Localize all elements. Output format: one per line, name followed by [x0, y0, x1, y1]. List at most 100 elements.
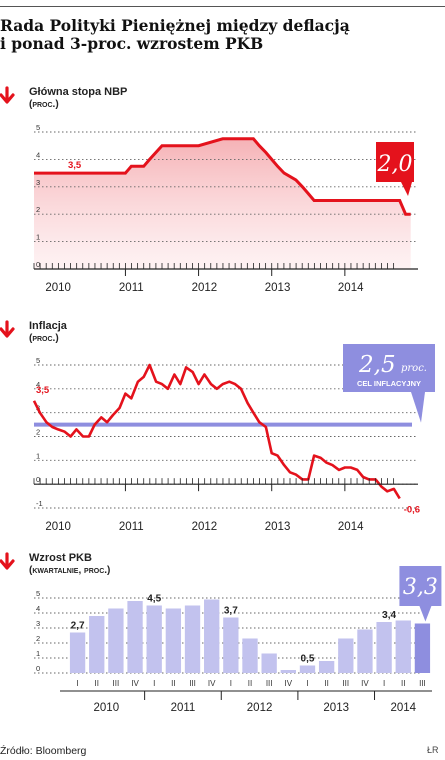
- rate-y-tick-label: 0: [36, 260, 40, 269]
- inflation-callout-box: [343, 344, 435, 392]
- inflation-x-tick-label: 2014: [338, 521, 364, 533]
- inflation-y-tick-label: -1: [36, 499, 43, 508]
- gdp-bar: [108, 608, 124, 673]
- gdp-bar: [165, 608, 182, 673]
- rate-callout-value: 2,0: [377, 152, 413, 177]
- gdp-subtitle: (kwartalnie, proc.): [29, 565, 110, 576]
- gdp-quarter-label: I: [306, 679, 308, 688]
- gdp-bar: [89, 616, 105, 673]
- arrow-down-icon: [0, 552, 15, 570]
- gdp-y-tick-label: 3: [36, 619, 40, 628]
- inflation-callout-value: 2,5: [358, 352, 396, 378]
- rate-y-tick-label: 4: [36, 150, 40, 159]
- gdp-bar: [242, 638, 258, 673]
- arrow-down-icon: [0, 320, 15, 338]
- gdp-bar: [184, 605, 201, 673]
- gdp-quarter-label: III: [113, 679, 120, 688]
- inflation-y-tick-label: 5: [36, 356, 40, 365]
- gdp-quarter-label: I: [76, 679, 78, 688]
- inflation-callout-pointer: [411, 392, 425, 423]
- rate-x-tick-label: 2013: [265, 282, 291, 294]
- gdp-year-label: 2011: [171, 702, 196, 714]
- gdp-callout-value: 3,3: [403, 575, 438, 600]
- gdp-bar: [127, 601, 143, 673]
- rate-callout-pointer: [401, 182, 412, 196]
- inflation-callout-subtitle: CEL INFLACYJNY: [357, 379, 421, 388]
- page-title: Rada Polityki Pieniężnej między deflacją…: [0, 17, 445, 53]
- gdp-bar: [357, 629, 373, 673]
- gdp-quarter-label: III: [189, 679, 196, 688]
- inflation-y-tick-label: 0: [36, 475, 40, 484]
- gdp-header: Wzrost PKB(kwartalnie, proc.): [0, 552, 110, 576]
- gdp-quarter-label: IV: [208, 679, 216, 688]
- gdp-callout: 3,3: [399, 566, 442, 622]
- gdp-bar: [204, 599, 220, 673]
- inflation-x-tick-label: 2010: [45, 521, 71, 533]
- gdp-year-label: 2012: [247, 702, 273, 714]
- rate-y-tick-label: 3: [36, 178, 40, 187]
- gdp-data-label: 3,4: [382, 610, 396, 621]
- rate-title: Główna stopa NBP: [29, 86, 127, 98]
- author-credit: ŁR: [427, 745, 439, 755]
- gdp-y-tick-label: 2: [36, 634, 40, 643]
- rate-callout: 2,0: [376, 142, 414, 196]
- gdp-bar: [338, 638, 354, 673]
- gdp-quarter-label: III: [419, 679, 426, 688]
- gdp-bar: [395, 620, 411, 673]
- gdp-quarter-label: III: [342, 679, 349, 688]
- gdp-quarter-label: II: [324, 679, 328, 688]
- gdp-data-label: 3,7: [224, 606, 238, 617]
- inflation-title: Inflacja: [29, 320, 68, 332]
- inflation-x-tick-label: 2011: [119, 521, 144, 533]
- inflation-subtitle: (proc.): [29, 333, 59, 344]
- gdp-bar: [280, 670, 296, 673]
- top-divider: [0, 6, 445, 7]
- gdp-quarter-label: II: [248, 679, 252, 688]
- rate-start-label: 3,5: [68, 160, 82, 171]
- inflation-y-tick-label: 2: [36, 428, 40, 437]
- gdp-bar: [69, 632, 86, 673]
- gdp-quarter-label: II: [95, 679, 99, 688]
- rate-x-axis: 2010 2011 2012 2013 2014: [33, 263, 418, 294]
- rate-x-tick-label: 2010: [45, 282, 71, 294]
- gdp-quarter-label: II: [171, 679, 175, 688]
- gdp-bar: [318, 661, 335, 673]
- rate-y-tick-label: 1: [36, 233, 40, 242]
- gdp-quarter-label: III: [266, 679, 273, 688]
- gdp-quarter-label: I: [230, 679, 232, 688]
- gdp-bar: [299, 665, 316, 673]
- gdp-y-tick-label: 4: [36, 604, 40, 613]
- source-note: Źródło: Bloomberg: [0, 745, 87, 757]
- inflation-y-tick-label: 4: [36, 380, 40, 389]
- gdp-callout-box: [399, 566, 442, 606]
- rate-x-tick-label: 2012: [192, 282, 218, 294]
- gdp-y-tick-label: 1: [36, 649, 40, 658]
- gdp-quarter-label: IV: [131, 679, 139, 688]
- title-line-1: Rada Polityki Pieniężnej między deflacją: [0, 16, 350, 35]
- gdp-quarter-label: IV: [285, 679, 293, 688]
- gdp-bar: [414, 623, 431, 673]
- gdp-quarter-label: I: [383, 679, 385, 688]
- inflation-x-tick-label: 2013: [265, 521, 291, 533]
- inflation-line: [32, 363, 401, 500]
- rate-subtitle: (proc.): [29, 99, 59, 110]
- gdp-bar: [261, 653, 277, 673]
- title-line-2: i ponad 3-proc. wzrostem PKB: [0, 34, 264, 53]
- gdp-quarter-label: I: [153, 679, 155, 688]
- gdp-bar: [376, 622, 392, 673]
- inflation-y-tick-label: 1: [36, 451, 40, 460]
- rate-x-tick-label: 2011: [119, 282, 144, 294]
- gdp-year-label: 2010: [94, 702, 120, 714]
- rate-header: Główna stopa NBP(proc.): [0, 86, 127, 110]
- rate-callout-box: [376, 142, 414, 182]
- gdp-quarter-label: IV: [361, 679, 369, 688]
- arrow-down-icon: [0, 86, 15, 104]
- gdp-quarter-label: II: [401, 679, 405, 688]
- chart-gdp-growth: Wzrost PKB(kwartalnie, proc.) 0 1 2 3 4 5 2,7 4,…: [0, 552, 442, 714]
- inflation-x-axis: 2010 2011 2012 2013 2014: [33, 478, 418, 533]
- gdp-y-tick-label: 0: [36, 664, 40, 673]
- rate-x-tick-label: 2014: [338, 282, 364, 294]
